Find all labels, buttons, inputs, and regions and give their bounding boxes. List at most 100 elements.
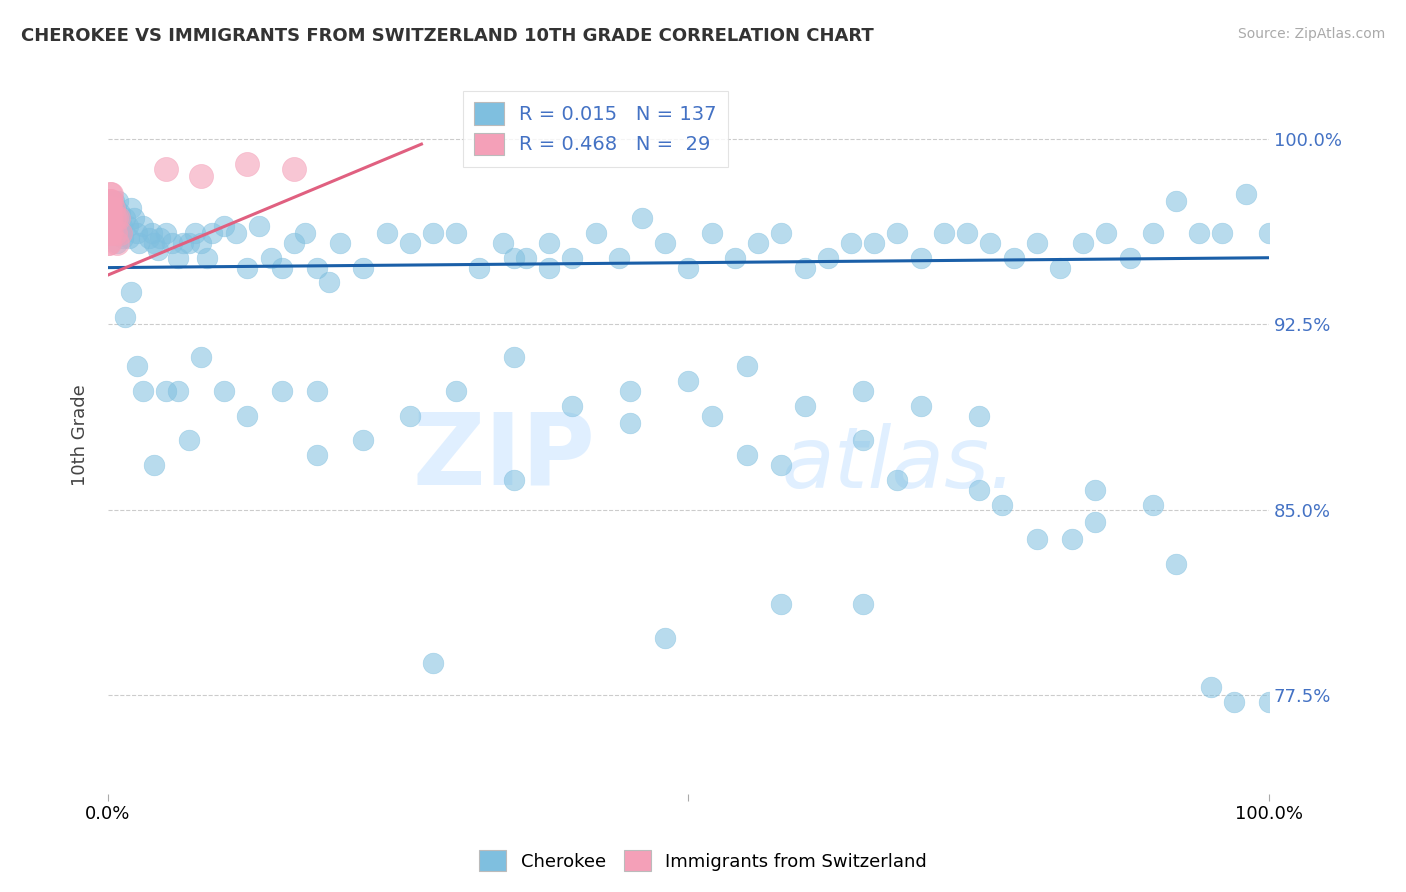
- Point: [98, 211, 121, 226]
- Point: [1199, 681, 1222, 695]
- Point: [352, 260, 374, 275]
- Point: [138, 231, 160, 245]
- Point: [98, 202, 121, 216]
- Point: [515, 251, 537, 265]
- Point: [103, 211, 125, 226]
- Point: [1258, 226, 1281, 240]
- Point: [724, 251, 747, 265]
- Point: [103, 194, 125, 208]
- Point: [700, 409, 723, 423]
- Point: [190, 169, 212, 184]
- Point: [839, 235, 862, 250]
- Point: [305, 384, 328, 398]
- Point: [446, 384, 468, 398]
- Point: [236, 157, 259, 171]
- Point: [98, 186, 121, 201]
- Point: [149, 231, 172, 245]
- Point: [910, 251, 932, 265]
- Point: [956, 226, 979, 240]
- Point: [101, 219, 124, 233]
- Point: [817, 251, 839, 265]
- Point: [98, 226, 121, 240]
- Point: [538, 260, 561, 275]
- Point: [101, 202, 124, 216]
- Point: [125, 226, 148, 240]
- Point: [114, 211, 136, 226]
- Point: [932, 226, 955, 240]
- Point: [107, 211, 129, 226]
- Point: [1084, 515, 1107, 529]
- Point: [128, 235, 150, 250]
- Point: [538, 235, 561, 250]
- Point: [195, 251, 218, 265]
- Point: [1258, 695, 1281, 709]
- Point: [735, 359, 758, 374]
- Point: [108, 206, 131, 220]
- Point: [678, 260, 700, 275]
- Point: [100, 186, 122, 201]
- Legend: Cherokee, Immigrants from Switzerland: Cherokee, Immigrants from Switzerland: [472, 843, 934, 879]
- Point: [98, 235, 121, 250]
- Point: [422, 656, 444, 670]
- Point: [1025, 235, 1047, 250]
- Point: [793, 260, 815, 275]
- Point: [352, 434, 374, 448]
- Point: [852, 434, 875, 448]
- Point: [125, 359, 148, 374]
- Point: [100, 194, 122, 208]
- Point: [105, 211, 128, 226]
- Point: [190, 350, 212, 364]
- Point: [97, 206, 120, 220]
- Point: [259, 251, 281, 265]
- Point: [97, 235, 120, 250]
- Point: [979, 235, 1001, 250]
- Point: [225, 226, 247, 240]
- Text: ZIP: ZIP: [413, 409, 596, 506]
- Point: [1060, 533, 1083, 547]
- Point: [793, 399, 815, 413]
- Point: [100, 194, 122, 208]
- Point: [141, 226, 163, 240]
- Point: [247, 219, 270, 233]
- Point: [967, 483, 990, 497]
- Point: [98, 194, 121, 208]
- Point: [179, 235, 201, 250]
- Point: [271, 260, 294, 275]
- Point: [585, 226, 607, 240]
- Point: [1084, 483, 1107, 497]
- Point: [112, 231, 135, 245]
- Point: [1164, 194, 1187, 208]
- Point: [118, 231, 141, 245]
- Point: [503, 251, 526, 265]
- Point: [104, 226, 127, 240]
- Point: [143, 235, 166, 250]
- Point: [100, 226, 122, 240]
- Point: [122, 211, 145, 226]
- Point: [1049, 260, 1071, 275]
- Point: [1211, 226, 1233, 240]
- Point: [117, 219, 139, 233]
- Point: [910, 399, 932, 413]
- Point: [770, 226, 793, 240]
- Legend: R = 0.015   N = 137, R = 0.468   N =  29: R = 0.015 N = 137, R = 0.468 N = 29: [463, 91, 728, 167]
- Point: [503, 350, 526, 364]
- Point: [1188, 226, 1211, 240]
- Point: [190, 235, 212, 250]
- Point: [678, 374, 700, 388]
- Point: [98, 211, 121, 226]
- Point: [98, 202, 121, 216]
- Point: [305, 448, 328, 462]
- Point: [236, 260, 259, 275]
- Point: [1118, 251, 1140, 265]
- Point: [160, 235, 183, 250]
- Point: [108, 226, 131, 240]
- Point: [852, 384, 875, 398]
- Point: [105, 235, 128, 250]
- Point: [398, 409, 420, 423]
- Point: [120, 202, 142, 216]
- Point: [770, 597, 793, 611]
- Point: [619, 416, 641, 430]
- Point: [446, 226, 468, 240]
- Point: [98, 211, 121, 226]
- Point: [212, 219, 235, 233]
